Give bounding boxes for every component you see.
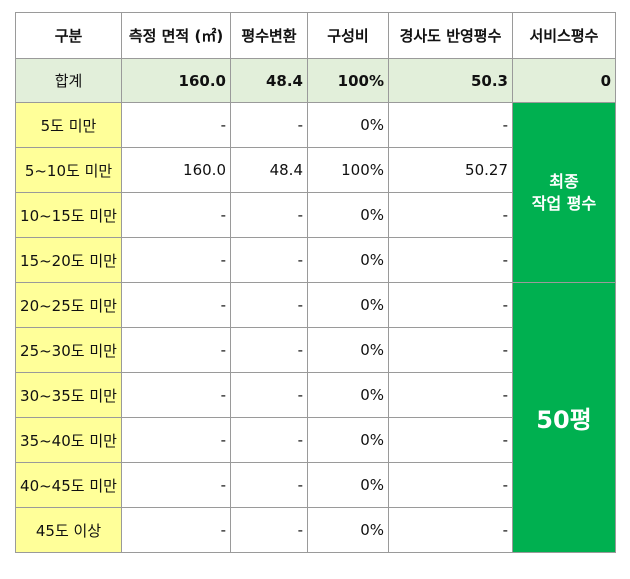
table-row: 20~25도 미만 - - 0% - 50평 xyxy=(15,282,616,553)
header-service-pyeong: 서비스평수 xyxy=(512,12,616,59)
row-ratio: 0% xyxy=(307,282,389,328)
row-slope-pyeong: - xyxy=(388,327,513,373)
row-slope-pyeong: - xyxy=(388,282,513,328)
row-pyeong: - xyxy=(230,507,308,553)
header-pyeong: 평수변환 xyxy=(230,12,308,59)
row-area: - xyxy=(121,192,231,238)
table-row: 30~35도 미만 - - 0% - xyxy=(15,372,616,418)
final-label-line2: 작업 평수 xyxy=(531,193,597,213)
row-ratio: 0% xyxy=(307,102,389,148)
total-area: 160.0 xyxy=(121,58,231,103)
row-area: - xyxy=(121,507,231,553)
header-row: 구분 측정 면적 (㎡) 평수변환 구성비 경사도 반영평수 서비스평수 xyxy=(15,12,616,59)
table-row: 40~45도 미만 - - 0% - xyxy=(15,462,616,508)
final-work-pyeong-label-cell: 최종 작업 평수 xyxy=(512,102,616,283)
row-label: 45도 이상 xyxy=(15,507,122,553)
row-pyeong: - xyxy=(230,237,308,283)
total-service-pyeong: 0 xyxy=(512,58,616,103)
row-area: - xyxy=(121,372,231,418)
row-area: - xyxy=(121,237,231,283)
row-pyeong: - xyxy=(230,372,308,418)
row-area: - xyxy=(121,102,231,148)
row-slope-pyeong: - xyxy=(388,192,513,238)
total-label: 합계 xyxy=(15,58,122,103)
row-pyeong: - xyxy=(230,192,308,238)
row-slope-pyeong: - xyxy=(388,237,513,283)
row-slope-pyeong: - xyxy=(388,102,513,148)
final-work-pyeong-value-cell: 50평 xyxy=(512,282,616,553)
row-ratio: 0% xyxy=(307,237,389,283)
row-area: - xyxy=(121,282,231,328)
row-pyeong: 48.4 xyxy=(230,147,308,193)
row-label: 40~45도 미만 xyxy=(15,462,122,508)
row-ratio: 0% xyxy=(307,507,389,553)
final-value: 50평 xyxy=(536,406,592,434)
row-ratio: 0% xyxy=(307,327,389,373)
row-pyeong: - xyxy=(230,282,308,328)
row-slope-pyeong: - xyxy=(388,417,513,463)
header-ratio: 구성비 xyxy=(307,12,389,59)
table-row: 25~30도 미만 - - 0% - xyxy=(15,327,616,373)
row-ratio: 0% xyxy=(307,192,389,238)
row-ratio: 0% xyxy=(307,417,389,463)
row-area: - xyxy=(121,417,231,463)
row-area: - xyxy=(121,327,231,373)
row-label: 15~20도 미만 xyxy=(15,237,122,283)
total-slope-pyeong: 50.3 xyxy=(388,58,513,103)
row-label: 5~10도 미만 xyxy=(15,147,122,193)
row-ratio: 100% xyxy=(307,147,389,193)
row-slope-pyeong: - xyxy=(388,462,513,508)
row-label: 10~15도 미만 xyxy=(15,192,122,238)
row-pyeong: - xyxy=(230,417,308,463)
row-label: 35~40도 미만 xyxy=(15,417,122,463)
row-ratio: 0% xyxy=(307,462,389,508)
slope-area-table: 구분 측정 면적 (㎡) 평수변환 구성비 경사도 반영평수 서비스평수 합계 … xyxy=(15,12,616,553)
header-slope-pyeong: 경사도 반영평수 xyxy=(388,12,513,59)
row-label: 25~30도 미만 xyxy=(15,327,122,373)
row-pyeong: - xyxy=(230,327,308,373)
row-slope-pyeong: 50.27 xyxy=(388,147,513,193)
table-row: 5도 미만 - - 0% - 최종 작업 평수 xyxy=(15,102,616,283)
row-area: 160.0 xyxy=(121,147,231,193)
table-row: 35~40도 미만 - - 0% - xyxy=(15,417,616,463)
table-row: 5~10도 미만 160.0 48.4 100% 50.27 xyxy=(15,147,616,193)
header-area: 측정 면적 (㎡) xyxy=(121,12,231,59)
row-pyeong: - xyxy=(230,462,308,508)
row-label: 20~25도 미만 xyxy=(15,282,122,328)
table-row: 45도 이상 - - 0% - xyxy=(15,507,616,553)
header-category: 구분 xyxy=(15,12,122,59)
total-ratio: 100% xyxy=(307,58,389,103)
row-area: - xyxy=(121,462,231,508)
row-slope-pyeong: - xyxy=(388,372,513,418)
row-label: 5도 미만 xyxy=(15,102,122,148)
total-row: 합계 160.0 48.4 100% 50.3 0 xyxy=(15,58,616,103)
row-ratio: 0% xyxy=(307,372,389,418)
row-pyeong: - xyxy=(230,102,308,148)
final-label-line1: 최종 xyxy=(549,171,579,191)
row-slope-pyeong: - xyxy=(388,507,513,553)
total-pyeong: 48.4 xyxy=(230,58,308,103)
table-row: 10~15도 미만 - - 0% - xyxy=(15,192,616,238)
row-label: 30~35도 미만 xyxy=(15,372,122,418)
